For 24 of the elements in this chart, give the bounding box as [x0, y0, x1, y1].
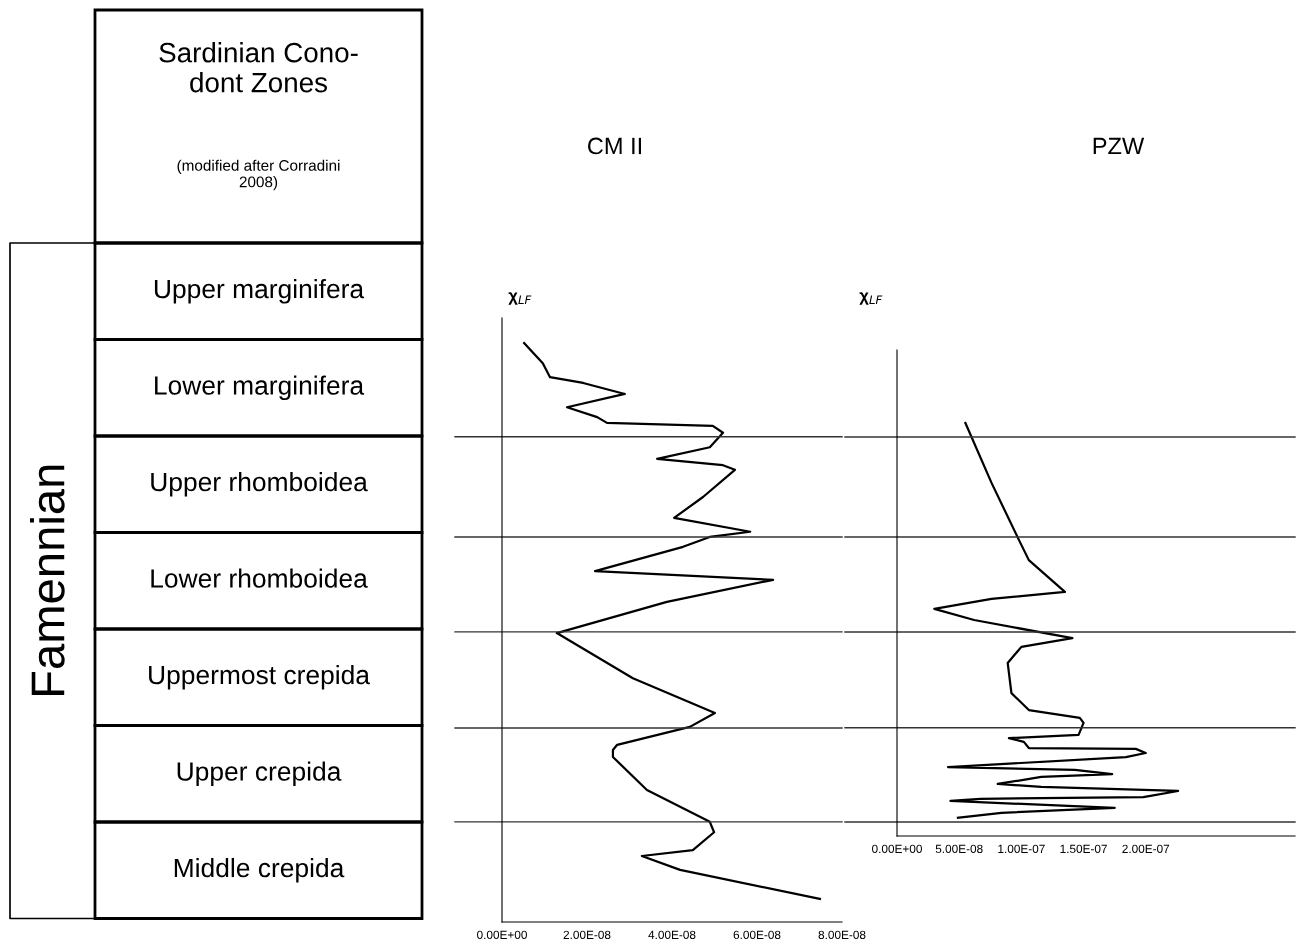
x-tick-label: 2.00E-08 — [563, 930, 611, 939]
chart-title: CM II — [588, 137, 642, 155]
category-label: Lower marginifera — [155, 375, 365, 401]
x-tick-label: 8.00E-08 — [818, 930, 866, 939]
chart-subtitle: χ$_{LF}$ — [508, 292, 532, 305]
x-tick-label: 1.00E-07 — [998, 844, 1045, 853]
x-tick-label: 1.50E-07 — [1060, 844, 1107, 853]
category-label: Upper crepida — [177, 761, 342, 787]
category-label: Uppermost crepida — [149, 664, 370, 690]
x-tick-label: 2.00E-07 — [1122, 844, 1170, 853]
text: (modified after Corradini 2008) — [177, 159, 340, 191]
x-tick-label: 4.00E-08 — [648, 930, 696, 939]
x-tick-label: 5.00E-08 — [935, 844, 983, 853]
chart-subtitle: χ$_{LF}$ — [859, 292, 883, 305]
category-label: Middle crepida — [174, 857, 345, 883]
x-tick-label: 0.00E+00 — [872, 844, 922, 853]
text: Sardinian Cono- dont Zones — [159, 42, 358, 93]
category-label: Upper rhomboidea — [151, 471, 368, 497]
category-label: Upper marginifera — [154, 278, 365, 304]
x-tick-label: 0.00E+00 — [477, 930, 527, 939]
chart-title: PZW — [1093, 137, 1145, 155]
x-tick-label: 6.00E-08 — [733, 930, 781, 939]
text: Famennian — [29, 465, 65, 695]
category-label: Lower rhomboidea — [151, 568, 368, 588]
